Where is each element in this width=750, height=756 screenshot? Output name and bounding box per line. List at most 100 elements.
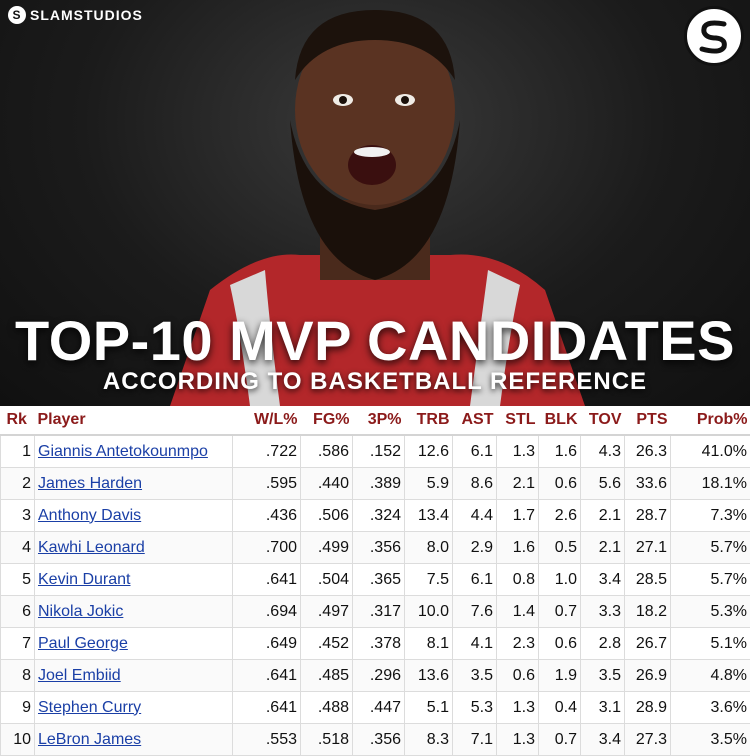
cell-3p: .378 <box>353 628 405 660</box>
cell-stl: 2.1 <box>497 468 539 500</box>
cell-fg: .504 <box>301 564 353 596</box>
header-3p[interactable]: 3P% <box>353 406 405 435</box>
cell-stl: 1.4 <box>497 596 539 628</box>
cell-prob: 5.7% <box>671 564 750 596</box>
cell-ast: 6.1 <box>453 435 497 468</box>
cell-player: Joel Embiid <box>35 660 233 692</box>
cell-tov: 2.1 <box>581 532 625 564</box>
cell-rank: 8 <box>1 660 35 692</box>
cell-rank: 5 <box>1 564 35 596</box>
cell-ast: 4.1 <box>453 628 497 660</box>
header-prob[interactable]: Prob% <box>671 406 750 435</box>
cell-trb: 8.1 <box>405 628 453 660</box>
header-stl[interactable]: STL <box>497 406 539 435</box>
cell-trb: 13.6 <box>405 660 453 692</box>
cell-trb: 13.4 <box>405 500 453 532</box>
cell-pts: 27.1 <box>625 532 671 564</box>
cell-blk: 0.7 <box>539 596 581 628</box>
cell-ast: 4.4 <box>453 500 497 532</box>
player-link[interactable]: Giannis Antetokounmpo <box>38 443 208 460</box>
mvp-table: Rk Player W/L% FG% 3P% TRB AST STL BLK T… <box>0 406 750 756</box>
header-tov[interactable]: TOV <box>581 406 625 435</box>
cell-blk: 1.9 <box>539 660 581 692</box>
cell-fg: .499 <box>301 532 353 564</box>
player-link[interactable]: Nikola Jokic <box>38 603 123 620</box>
cell-prob: 5.7% <box>671 532 750 564</box>
cell-player: Kawhi Leonard <box>35 532 233 564</box>
cell-player: James Harden <box>35 468 233 500</box>
cell-trb: 8.3 <box>405 724 453 756</box>
player-link[interactable]: LeBron James <box>38 731 141 748</box>
player-link[interactable]: Kawhi Leonard <box>38 539 145 556</box>
header-blk[interactable]: BLK <box>539 406 581 435</box>
header-ast[interactable]: AST <box>453 406 497 435</box>
cell-3p: .389 <box>353 468 405 500</box>
cell-tov: 2.1 <box>581 500 625 532</box>
cell-rank: 6 <box>1 596 35 628</box>
cell-rank: 9 <box>1 692 35 724</box>
cell-blk: 1.6 <box>539 435 581 468</box>
header-trb[interactable]: TRB <box>405 406 453 435</box>
header-fg[interactable]: FG% <box>301 406 353 435</box>
cell-ast: 5.3 <box>453 692 497 724</box>
cell-3p: .296 <box>353 660 405 692</box>
hero-image: S SLAMSTUDIOS TOP-10 MVP CANDIDATES ACCO… <box>0 0 750 406</box>
cell-prob: 7.3% <box>671 500 750 532</box>
cell-tov: 3.5 <box>581 660 625 692</box>
cell-ast: 8.6 <box>453 468 497 500</box>
player-link[interactable]: Stephen Curry <box>38 699 141 716</box>
cell-3p: .356 <box>353 532 405 564</box>
cell-rank: 7 <box>1 628 35 660</box>
cell-prob: 18.1% <box>671 468 750 500</box>
cell-blk: 0.5 <box>539 532 581 564</box>
player-link[interactable]: Anthony Davis <box>38 507 141 524</box>
cell-prob: 41.0% <box>671 435 750 468</box>
header-pts[interactable]: PTS <box>625 406 671 435</box>
cell-tov: 5.6 <box>581 468 625 500</box>
header-wl[interactable]: W/L% <box>233 406 301 435</box>
cell-3p: .447 <box>353 692 405 724</box>
cell-fg: .518 <box>301 724 353 756</box>
cell-tov: 3.1 <box>581 692 625 724</box>
cell-blk: 0.6 <box>539 628 581 660</box>
cell-rank: 10 <box>1 724 35 756</box>
cell-blk: 0.4 <box>539 692 581 724</box>
cell-rank: 3 <box>1 500 35 532</box>
cell-ast: 7.6 <box>453 596 497 628</box>
cell-player: Paul George <box>35 628 233 660</box>
header-rk[interactable]: Rk <box>1 406 35 435</box>
cell-wl: .694 <box>233 596 301 628</box>
page-title: TOP-10 MVP CANDIDATES <box>0 308 750 373</box>
cell-wl: .436 <box>233 500 301 532</box>
player-link[interactable]: Paul George <box>38 635 128 652</box>
cell-player: Stephen Curry <box>35 692 233 724</box>
cell-blk: 0.7 <box>539 724 581 756</box>
cell-ast: 2.9 <box>453 532 497 564</box>
cell-prob: 3.6% <box>671 692 750 724</box>
cell-trb: 8.0 <box>405 532 453 564</box>
player-link[interactable]: Joel Embiid <box>38 667 121 684</box>
cell-3p: .152 <box>353 435 405 468</box>
cell-tov: 3.4 <box>581 724 625 756</box>
slam-s-logo-icon <box>684 6 744 66</box>
cell-wl: .641 <box>233 692 301 724</box>
cell-trb: 10.0 <box>405 596 453 628</box>
cell-wl: .700 <box>233 532 301 564</box>
cell-trb: 5.9 <box>405 468 453 500</box>
player-link[interactable]: Kevin Durant <box>38 571 131 588</box>
cell-stl: 1.3 <box>497 724 539 756</box>
cell-trb: 7.5 <box>405 564 453 596</box>
header-player[interactable]: Player <box>35 406 233 435</box>
cell-pts: 28.9 <box>625 692 671 724</box>
cell-rank: 2 <box>1 468 35 500</box>
cell-pts: 28.7 <box>625 500 671 532</box>
cell-trb: 5.1 <box>405 692 453 724</box>
player-link[interactable]: James Harden <box>38 475 142 492</box>
